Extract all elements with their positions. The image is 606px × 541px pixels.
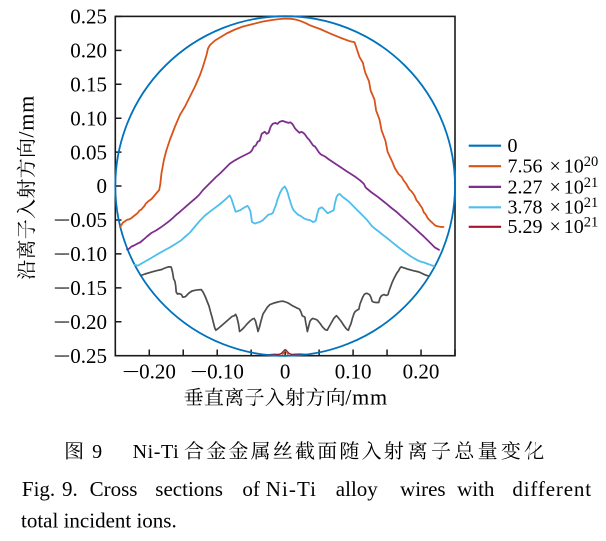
svg-text:2.27 × 1021: 2.27 × 1021 <box>508 175 599 199</box>
svg-text:−−0.10: −−0.10 <box>54 242 107 266</box>
svg-text:5.29 × 1021: 5.29 × 1021 <box>508 215 599 239</box>
svg-text:0.20: 0.20 <box>403 360 440 384</box>
svg-text:/mm: /mm <box>345 385 388 410</box>
svg-text:−−0.20: −−0.20 <box>123 360 176 384</box>
svg-text:0.20: 0.20 <box>70 39 107 63</box>
svg-text:0.10: 0.10 <box>70 106 107 130</box>
svg-text:Ni-Ti: Ni-Ti <box>133 441 180 463</box>
svg-text:−−0.10: −−0.10 <box>191 360 244 384</box>
svg-text:3.78 × 1021: 3.78 × 1021 <box>508 195 599 219</box>
svg-text:0: 0 <box>508 135 518 157</box>
svg-text:−−0.20: −−0.20 <box>54 310 107 334</box>
svg-text:0: 0 <box>280 360 291 384</box>
svg-text:/mm: /mm <box>14 95 39 138</box>
svg-text:9: 9 <box>92 441 102 463</box>
svg-text:0.25: 0.25 <box>70 5 107 29</box>
svg-text:0.15: 0.15 <box>70 73 107 97</box>
svg-text:−−0.15: −−0.15 <box>54 276 107 300</box>
svg-text:0: 0 <box>97 174 108 198</box>
svg-text:0.10: 0.10 <box>335 360 372 384</box>
svg-text:−−0.05: −−0.05 <box>54 208 107 232</box>
svg-text:0.05: 0.05 <box>70 140 107 164</box>
svg-text:−−0.25: −−0.25 <box>54 344 107 368</box>
svg-text:total incident ions.: total incident ions. <box>21 509 177 533</box>
svg-text:7.56 × 1020: 7.56 × 1020 <box>508 154 599 178</box>
